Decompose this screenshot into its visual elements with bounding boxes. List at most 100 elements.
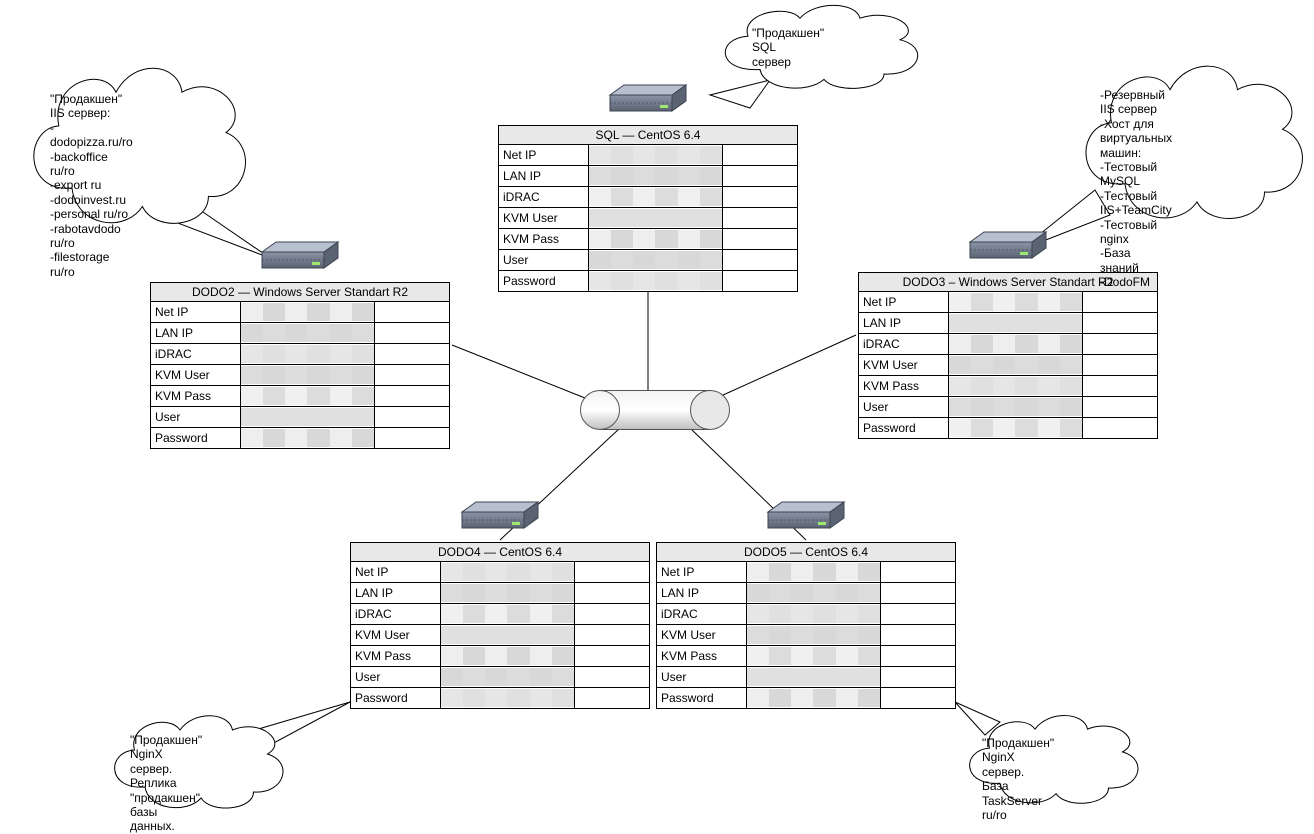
table-row: KVM User (657, 625, 956, 646)
row-value-redacted (746, 646, 881, 667)
table-row: iDRAC (499, 187, 798, 208)
table-row: Net IP (657, 562, 956, 583)
row-value-redacted (588, 208, 723, 229)
row-value-redacted (588, 166, 723, 187)
table-row: KVM User (499, 208, 798, 229)
row-label: User (859, 397, 949, 418)
row-label: LAN IP (351, 583, 441, 604)
row-value-redacted (588, 250, 723, 271)
server-table: DODO5 — CentOS 6.4 Net IP LAN IP iDRAC (656, 542, 956, 709)
row-value-redacted (948, 292, 1083, 313)
table-row: KVM User (351, 625, 650, 646)
row-value-redacted (588, 271, 723, 292)
row-label: iDRAC (351, 604, 441, 625)
callout-lines: "Продакшен" SQL сервер (752, 26, 824, 69)
table-row: iDRAC (657, 604, 956, 625)
row-label: User (657, 667, 747, 688)
table-row: LAN IP (657, 583, 956, 604)
table-row: Password (351, 688, 650, 709)
table-row: Net IP (859, 292, 1158, 313)
connection-line (452, 345, 590, 400)
table-row: Password (151, 428, 450, 449)
server-table: DODO4 — CentOS 6.4 Net IP LAN IP iDRAC (350, 542, 650, 709)
row-value-redacted (746, 562, 881, 583)
server-title: SQL — CentOS 6.4 (499, 126, 798, 145)
callout-lines: "Продакшен" NginX сервер. База TaskServe… (982, 736, 1054, 822)
row-value-redacted (746, 583, 881, 604)
row-label: User (351, 667, 441, 688)
row-label: Net IP (859, 292, 949, 313)
table-row: LAN IP (499, 166, 798, 187)
server-rack-icon (966, 230, 1050, 266)
server-sql: SQL — CentOS 6.4 Net IP LAN IP iDRAC (498, 83, 798, 292)
row-label: KVM Pass (351, 646, 441, 667)
table-row: KVM Pass (151, 386, 450, 407)
table-row: User (499, 250, 798, 271)
row-value-redacted (240, 365, 375, 386)
row-value-redacted (948, 397, 1083, 418)
row-label: KVM Pass (657, 646, 747, 667)
table-row: KVM User (151, 365, 450, 386)
server-dodo2: DODO2 — Windows Server Standart R2 Net I… (150, 240, 450, 449)
row-value-redacted (588, 145, 723, 166)
row-value-redacted (240, 386, 375, 407)
network-hub (580, 390, 730, 430)
row-label: Password (351, 688, 441, 709)
row-value-redacted (440, 646, 575, 667)
table-row: KVM Pass (859, 376, 1158, 397)
row-label: Net IP (499, 145, 589, 166)
table-row: Net IP (499, 145, 798, 166)
row-value-redacted (746, 604, 881, 625)
server-dodo4: DODO4 — CentOS 6.4 Net IP LAN IP iDRAC (350, 500, 650, 709)
table-row: iDRAC (859, 334, 1158, 355)
row-label: KVM Pass (499, 229, 589, 250)
row-value-redacted (588, 229, 723, 250)
table-row: User (351, 667, 650, 688)
table-row: LAN IP (351, 583, 650, 604)
row-value-redacted (440, 562, 575, 583)
row-value-redacted (440, 667, 575, 688)
server-title: DODO5 — CentOS 6.4 (657, 543, 956, 562)
server-rack-icon (258, 240, 342, 276)
table-row: iDRAC (351, 604, 650, 625)
server-table: SQL — CentOS 6.4 Net IP LAN IP iDRAC (498, 125, 798, 292)
table-row: Password (657, 688, 956, 709)
row-label: LAN IP (499, 166, 589, 187)
row-label: iDRAC (499, 187, 589, 208)
row-label: KVM User (351, 625, 441, 646)
row-label: KVM User (657, 625, 747, 646)
row-value-redacted (948, 418, 1083, 439)
row-value-redacted (240, 323, 375, 344)
server-rack-icon (606, 83, 690, 119)
row-label: Password (151, 428, 241, 449)
table-row: User (859, 397, 1158, 418)
row-label: LAN IP (657, 583, 747, 604)
row-value-redacted (948, 376, 1083, 397)
callout-lines: "Продакшен" NginX сервер. Реплика "прода… (130, 733, 202, 834)
diagram-canvas: SQL — CentOS 6.4 Net IP LAN IP iDRAC (0, 0, 1314, 815)
server-table: DODO3 – Windows Server Standart R2 Net I… (858, 272, 1158, 439)
table-row: LAN IP (859, 313, 1158, 334)
table-row: KVM Pass (499, 229, 798, 250)
row-value-redacted (440, 583, 575, 604)
table-row: KVM Pass (657, 646, 956, 667)
server-dodo5: DODO5 — CentOS 6.4 Net IP LAN IP iDRAC (656, 500, 956, 709)
row-label: LAN IP (859, 313, 949, 334)
row-label: KVM User (499, 208, 589, 229)
server-rack-icon (764, 500, 848, 536)
row-label: LAN IP (151, 323, 241, 344)
row-label: Net IP (151, 302, 241, 323)
row-label: Net IP (351, 562, 441, 583)
row-label: iDRAC (859, 334, 949, 355)
callout-lines: "Продакшен" IIS сервер: -dodopizza.ru/ro… (50, 92, 133, 279)
row-label: iDRAC (657, 604, 747, 625)
row-value-redacted (240, 302, 375, 323)
connection-line (712, 335, 856, 400)
row-label: iDRAC (151, 344, 241, 365)
row-label: User (151, 407, 241, 428)
table-row: User (657, 667, 956, 688)
row-label: Password (657, 688, 747, 709)
row-label: Password (859, 418, 949, 439)
table-row: LAN IP (151, 323, 450, 344)
row-value-redacted (948, 355, 1083, 376)
